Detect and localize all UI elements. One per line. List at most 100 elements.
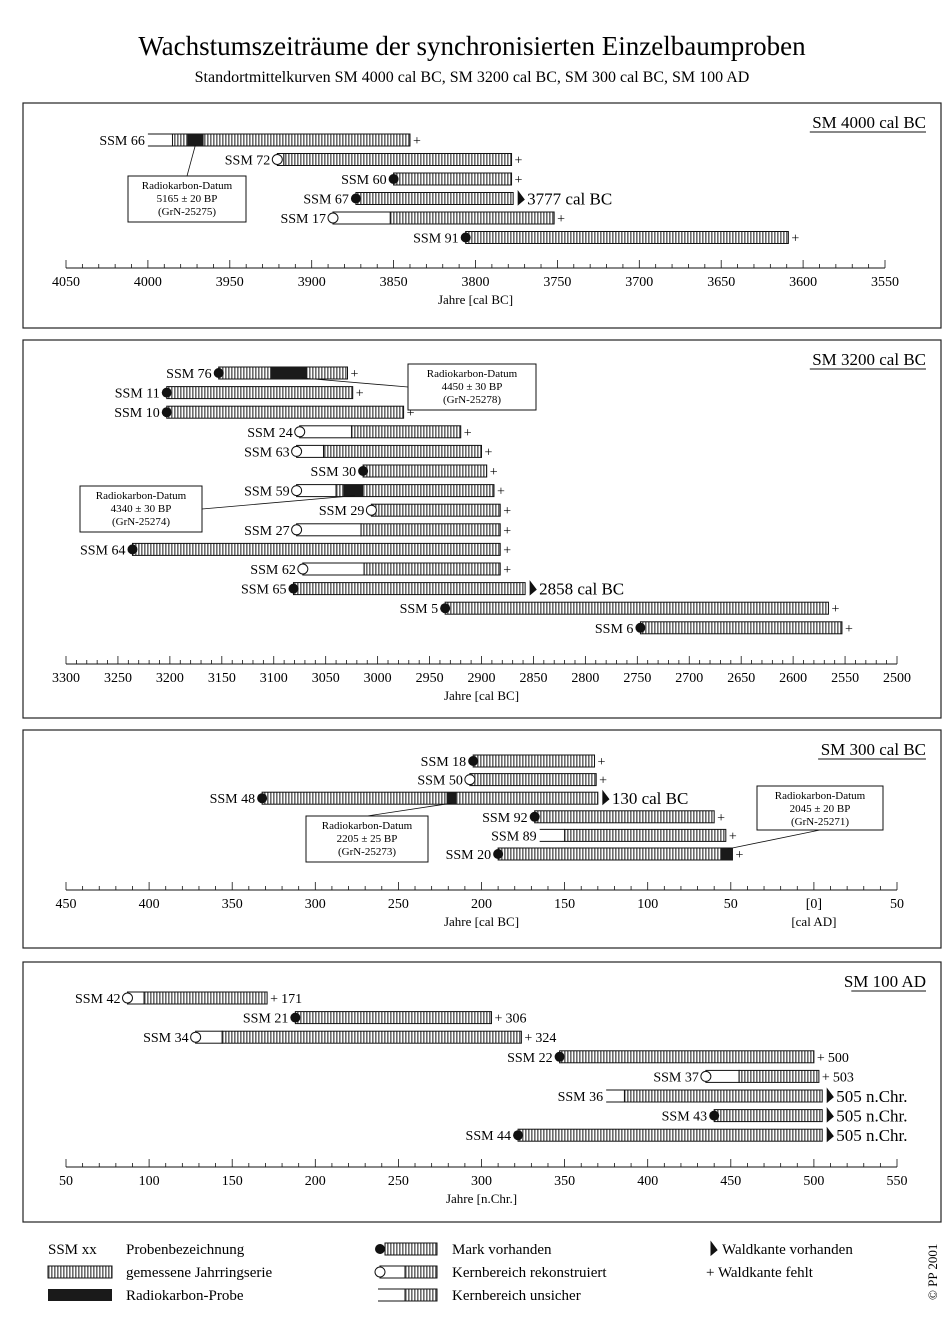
annotation-leader-line [727, 829, 821, 850]
panel-frame [22, 102, 942, 329]
legend-swatch-radiocarbon [48, 1289, 112, 1301]
measured-series-bar [131, 542, 501, 556]
legend-label: Probenbezeichnung [126, 1242, 245, 1258]
measured-series-bar [465, 231, 789, 244]
pith-marker-reconstructed [291, 445, 303, 457]
sample-label: SSM 18 [421, 755, 467, 770]
x-tick-label: 500 [803, 1174, 824, 1189]
chart-panel: SM 4000 cal BC 4050 4000 3950 3900 3850 3800 37… [22, 102, 942, 329]
waldkante-missing-marker: + [413, 134, 421, 149]
measured-series-bar [171, 133, 411, 147]
end-year-label: 503 [833, 1070, 854, 1085]
x-tick-label: 2800 [571, 671, 599, 686]
annotation-box [79, 485, 203, 533]
waldkante-missing-marker: + [503, 524, 511, 539]
sample-label: SSM 5 [400, 602, 439, 617]
sample-label: SSM 24 [247, 426, 293, 441]
uncertain-core-segment [539, 829, 565, 842]
sample-row: SSM 20 + [446, 847, 743, 863]
chart-panel: SM 3200 cal BC 3300 3250 3200 3150 3100 3050 30… [22, 339, 942, 719]
legend-symbol-ssm: SSM xx [48, 1242, 97, 1258]
annotation-box [756, 785, 884, 831]
reconstructed-core-segment [299, 425, 353, 439]
reconstructed-core-segment [302, 562, 365, 576]
annotation-text: Radiokarbon-Datum [142, 180, 233, 192]
legend-symbol-mark [375, 1244, 385, 1254]
x-tick-label: 3300 [52, 671, 80, 686]
waldkante-missing-marker: + [503, 504, 511, 519]
measured-series-bar [639, 621, 843, 635]
radiocarbon-sample-segment [187, 134, 204, 146]
sample-label: SSM 76 [166, 367, 212, 382]
sample-row: SSM 18 + [421, 754, 606, 770]
x-tick-label: 100 [637, 897, 658, 912]
waldkante-marker [602, 789, 610, 806]
x-tick-label: 3700 [625, 275, 653, 290]
sample-row: SSM 37 +503 [653, 1069, 854, 1085]
pith-marker-filled [290, 1012, 301, 1023]
waldkante-missing-marker: + [485, 445, 493, 460]
sample-row: SSM 60 + [341, 172, 523, 188]
waldkante-missing-marker: + [599, 774, 607, 789]
chart-panels: SM 4000 cal BC 4050 4000 3950 3900 3850 3800 37… [22, 102, 942, 1223]
x-tick-label: 400 [637, 1174, 658, 1189]
pith-marker-filled [161, 387, 172, 398]
sample-label: SSM 67 [303, 193, 349, 208]
sample-row: SSM 34 +324 [143, 1030, 556, 1046]
sample-label: SSM 10 [114, 406, 160, 421]
waldkante-marker [517, 190, 525, 206]
sample-row: SSM 22 +500 [507, 1050, 849, 1066]
sample-row: SSM 48 130 cal BC [210, 789, 689, 808]
x-tick-label: 350 [222, 897, 243, 912]
x-tick-label: 300 [305, 897, 326, 912]
legend-label: Radiokarbon-Probe [126, 1288, 244, 1304]
sample-label: SSM 89 [491, 829, 537, 844]
waldkante-missing-marker: + [822, 1070, 830, 1085]
sample-label: SSM 72 [225, 154, 271, 169]
measured-series-bar [335, 484, 495, 498]
radiocarbon-sample-segment [343, 484, 364, 497]
x-tick-label: 3600 [789, 275, 817, 290]
figure-subtitle: Standortmittelkurven SM 4000 cal BC, SM … [195, 69, 750, 86]
sample-row: SSM 11 + [115, 386, 364, 402]
legend-label: Waldkante vorhanden [722, 1242, 853, 1258]
measured-series-bar [370, 503, 501, 517]
pith-marker-reconstructed [327, 212, 339, 224]
sample-row: SSM 64 + [80, 542, 511, 558]
pith-marker-filled [213, 368, 224, 378]
sample-label: SSM 42 [75, 992, 121, 1007]
pith-marker-filled [257, 793, 268, 804]
chart-panel: SM 100 AD 50 100 150 200 250 300 350 400 450 500 55… [22, 961, 942, 1223]
pith-marker-filled [635, 622, 646, 633]
sample-row: SSM 72 + [225, 153, 523, 169]
measured-series-bar [389, 211, 555, 225]
pith-marker-reconstructed [700, 1070, 712, 1082]
measured-series-bar [534, 810, 715, 824]
legend-swatch-measured [404, 1288, 438, 1302]
x-tick-label: 3150 [208, 671, 236, 686]
end-year-label: 3777 cal BC [527, 190, 612, 209]
pith-marker-filled [350, 193, 361, 204]
measured-series-bar [362, 464, 488, 478]
measured-series-bar [323, 444, 482, 458]
sample-row: SSM 76 + [166, 366, 359, 382]
annotation-box [407, 363, 537, 411]
sample-label: SSM 37 [653, 1070, 699, 1085]
sample-label: SSM 59 [244, 485, 290, 500]
x-tick-label: 250 [388, 1174, 409, 1189]
measured-series-bar [444, 601, 829, 615]
legend: SSM xx Probenbezeichnung gemessene Jahrrin… [47, 1240, 853, 1304]
sample-row: SSM 50 + [417, 773, 607, 789]
sample-row: SSM 89 + [491, 828, 737, 844]
annotation-leader-line [201, 495, 355, 510]
panel-frame [22, 729, 942, 949]
pith-marker-filled [493, 849, 504, 859]
x-tick-label: 2550 [831, 671, 859, 686]
x-tick-label: 3250 [104, 671, 132, 686]
x-tick-label: 2900 [468, 671, 496, 686]
x-tick-label: 4000 [134, 275, 162, 290]
waldkante-missing-marker: + [464, 426, 472, 441]
